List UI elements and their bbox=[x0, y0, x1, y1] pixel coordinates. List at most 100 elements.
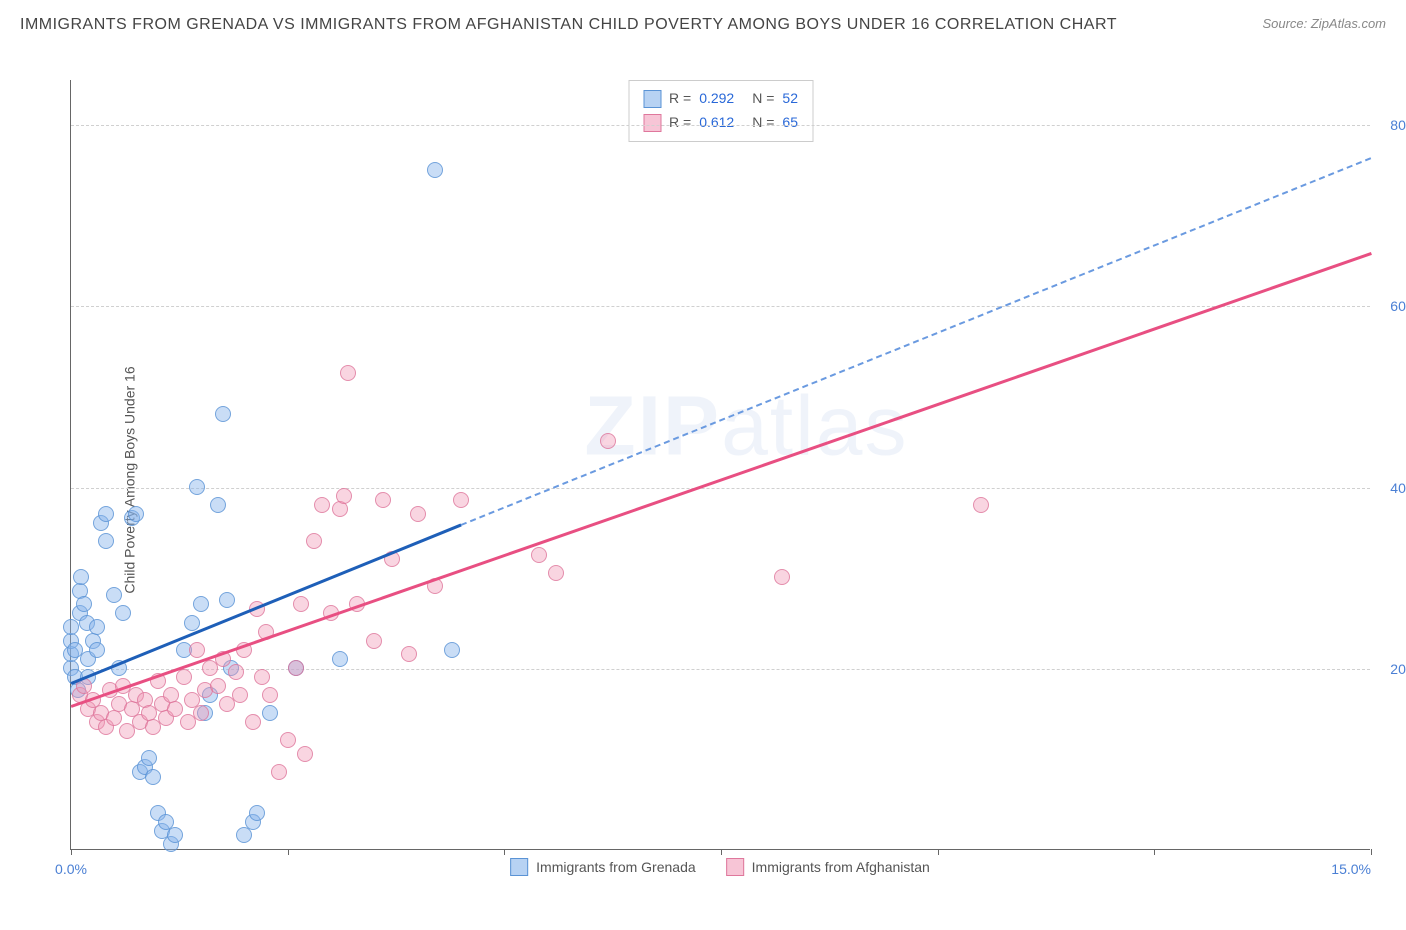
legend-swatch-pink bbox=[726, 858, 744, 876]
data-point bbox=[98, 533, 114, 549]
x-tick bbox=[1154, 849, 1155, 855]
series-legend: Immigrants from Grenada Immigrants from … bbox=[510, 858, 930, 876]
data-point bbox=[219, 592, 235, 608]
data-point bbox=[271, 764, 287, 780]
y-tick-label: 80.0% bbox=[1390, 117, 1406, 133]
legend-label: Immigrants from Afghanistan bbox=[752, 859, 930, 875]
data-point bbox=[63, 619, 79, 635]
data-point bbox=[548, 565, 564, 581]
legend-r-label: R = bbox=[669, 87, 691, 111]
x-tick bbox=[1371, 849, 1372, 855]
gridline-h bbox=[71, 125, 1370, 126]
data-point bbox=[280, 732, 296, 748]
data-point bbox=[76, 596, 92, 612]
legend-r-value-1: 0.612 bbox=[699, 111, 734, 135]
legend-swatch-blue bbox=[510, 858, 528, 876]
data-point bbox=[245, 714, 261, 730]
data-point bbox=[167, 701, 183, 717]
chart-container: Child Poverty Among Boys Under 16 ZIPatl… bbox=[60, 80, 1380, 880]
regression-line bbox=[71, 252, 1372, 707]
regression-line bbox=[461, 157, 1372, 526]
data-point bbox=[297, 746, 313, 762]
data-point bbox=[228, 664, 244, 680]
data-point bbox=[600, 433, 616, 449]
legend-row-afghanistan: R = 0.612 N = 65 bbox=[643, 111, 798, 135]
data-point bbox=[98, 506, 114, 522]
data-point bbox=[106, 710, 122, 726]
regression-line bbox=[71, 524, 462, 685]
legend-n-value-1: 65 bbox=[782, 111, 798, 135]
data-point bbox=[314, 497, 330, 513]
data-point bbox=[410, 506, 426, 522]
data-point bbox=[332, 501, 348, 517]
data-point bbox=[254, 669, 270, 685]
data-point bbox=[262, 705, 278, 721]
data-point bbox=[531, 547, 547, 563]
data-point bbox=[973, 497, 989, 513]
y-tick-label: 20.0% bbox=[1390, 661, 1406, 677]
legend-swatch-pink bbox=[643, 114, 661, 132]
data-point bbox=[236, 827, 252, 843]
x-tick-label: 0.0% bbox=[55, 861, 87, 877]
data-point bbox=[128, 506, 144, 522]
data-point bbox=[444, 642, 460, 658]
legend-n-label: N = bbox=[752, 87, 774, 111]
correlation-legend: R = 0.292 N = 52 R = 0.612 N = 65 bbox=[628, 80, 813, 142]
watermark: ZIPatlas bbox=[584, 378, 908, 475]
legend-item-afghanistan: Immigrants from Afghanistan bbox=[726, 858, 930, 876]
data-point bbox=[167, 827, 183, 843]
data-point bbox=[193, 596, 209, 612]
data-point bbox=[401, 646, 417, 662]
data-point bbox=[73, 569, 89, 585]
legend-item-grenada: Immigrants from Grenada bbox=[510, 858, 696, 876]
source-attribution: Source: ZipAtlas.com bbox=[1262, 16, 1386, 31]
data-point bbox=[336, 488, 352, 504]
data-point bbox=[215, 406, 231, 422]
plot-area: ZIPatlas R = 0.292 N = 52 R = 0.612 N = … bbox=[70, 80, 1370, 850]
data-point bbox=[249, 805, 265, 821]
legend-r-label: R = bbox=[669, 111, 691, 135]
data-point bbox=[232, 687, 248, 703]
data-point bbox=[115, 605, 131, 621]
data-point bbox=[375, 492, 391, 508]
data-point bbox=[293, 596, 309, 612]
data-point bbox=[340, 365, 356, 381]
data-point bbox=[189, 479, 205, 495]
chart-title: IMMIGRANTS FROM GRENADA VS IMMIGRANTS FR… bbox=[20, 12, 1117, 38]
data-point bbox=[184, 615, 200, 631]
x-tick bbox=[938, 849, 939, 855]
data-point bbox=[332, 651, 348, 667]
x-tick bbox=[504, 849, 505, 855]
gridline-h bbox=[71, 488, 1370, 489]
data-point bbox=[288, 660, 304, 676]
legend-n-value-0: 52 bbox=[782, 87, 798, 111]
x-tick bbox=[288, 849, 289, 855]
legend-label: Immigrants from Grenada bbox=[536, 859, 696, 875]
legend-row-grenada: R = 0.292 N = 52 bbox=[643, 87, 798, 111]
data-point bbox=[210, 678, 226, 694]
legend-swatch-blue bbox=[643, 90, 661, 108]
legend-n-label: N = bbox=[752, 111, 774, 135]
data-point bbox=[145, 769, 161, 785]
data-point bbox=[141, 750, 157, 766]
x-tick bbox=[721, 849, 722, 855]
data-point bbox=[193, 705, 209, 721]
x-tick-label: 15.0% bbox=[1331, 861, 1371, 877]
data-point bbox=[210, 497, 226, 513]
y-tick-label: 60.0% bbox=[1390, 298, 1406, 314]
data-point bbox=[262, 687, 278, 703]
data-point bbox=[189, 642, 205, 658]
legend-r-value-0: 0.292 bbox=[699, 87, 734, 111]
data-point bbox=[89, 642, 105, 658]
data-point bbox=[427, 162, 443, 178]
x-tick bbox=[71, 849, 72, 855]
data-point bbox=[106, 587, 122, 603]
data-point bbox=[453, 492, 469, 508]
data-point bbox=[366, 633, 382, 649]
data-point bbox=[89, 619, 105, 635]
data-point bbox=[774, 569, 790, 585]
data-point bbox=[306, 533, 322, 549]
data-point bbox=[176, 669, 192, 685]
y-tick-label: 40.0% bbox=[1390, 480, 1406, 496]
gridline-h bbox=[71, 306, 1370, 307]
